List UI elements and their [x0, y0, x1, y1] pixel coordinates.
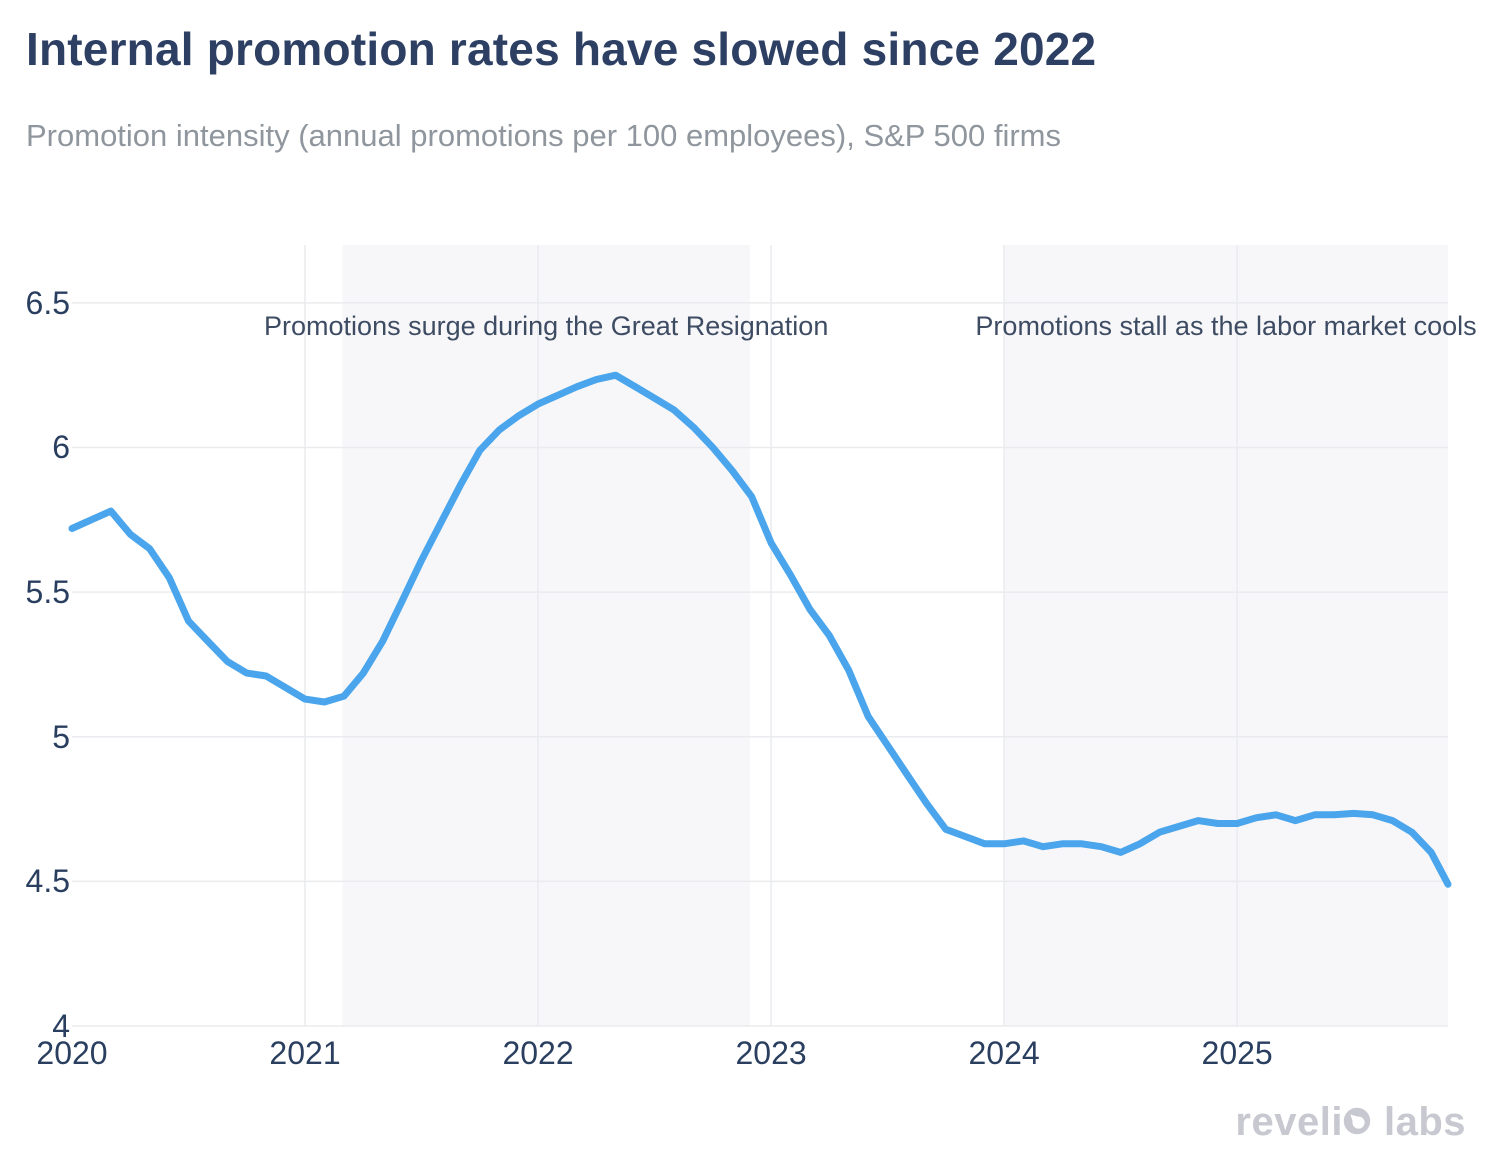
annotation-label: Promotions stall as the labor market coo… — [975, 310, 1477, 341]
revelio-o-icon — [1343, 1107, 1371, 1135]
revelio-labs-logo: reveli labs — [1235, 1100, 1466, 1145]
y-tick-label: 4.5 — [25, 863, 70, 900]
y-tick-label: 5.5 — [25, 574, 70, 611]
y-tick-label: 6 — [52, 429, 70, 466]
logo-text-labs: labs — [1383, 1100, 1466, 1144]
shaded-band — [342, 245, 751, 1026]
shaded-band — [1004, 245, 1448, 1026]
y-tick-label: 6.5 — [25, 284, 70, 321]
y-tick-label: 5 — [52, 718, 70, 755]
annotation-label: Promotions surge during the Great Resign… — [264, 310, 829, 341]
x-tick-label: 2022 — [502, 1035, 574, 1071]
x-tick-label: 2021 — [269, 1035, 341, 1071]
x-tick-label: 2023 — [735, 1035, 807, 1071]
x-tick-label: 2025 — [1201, 1035, 1273, 1071]
promotion-rate-line — [68, 371, 1452, 888]
x-tick-label: 2024 — [968, 1035, 1040, 1071]
x-tick-label: 2020 — [36, 1035, 108, 1071]
logo-text-reveli: reveli — [1235, 1100, 1343, 1144]
y-tick-label: 4 — [52, 1008, 70, 1044]
page-title: Internal promotion rates have slowed sin… — [26, 23, 1097, 75]
page-subtitle: Promotion intensity (annual promotions p… — [26, 118, 1062, 153]
